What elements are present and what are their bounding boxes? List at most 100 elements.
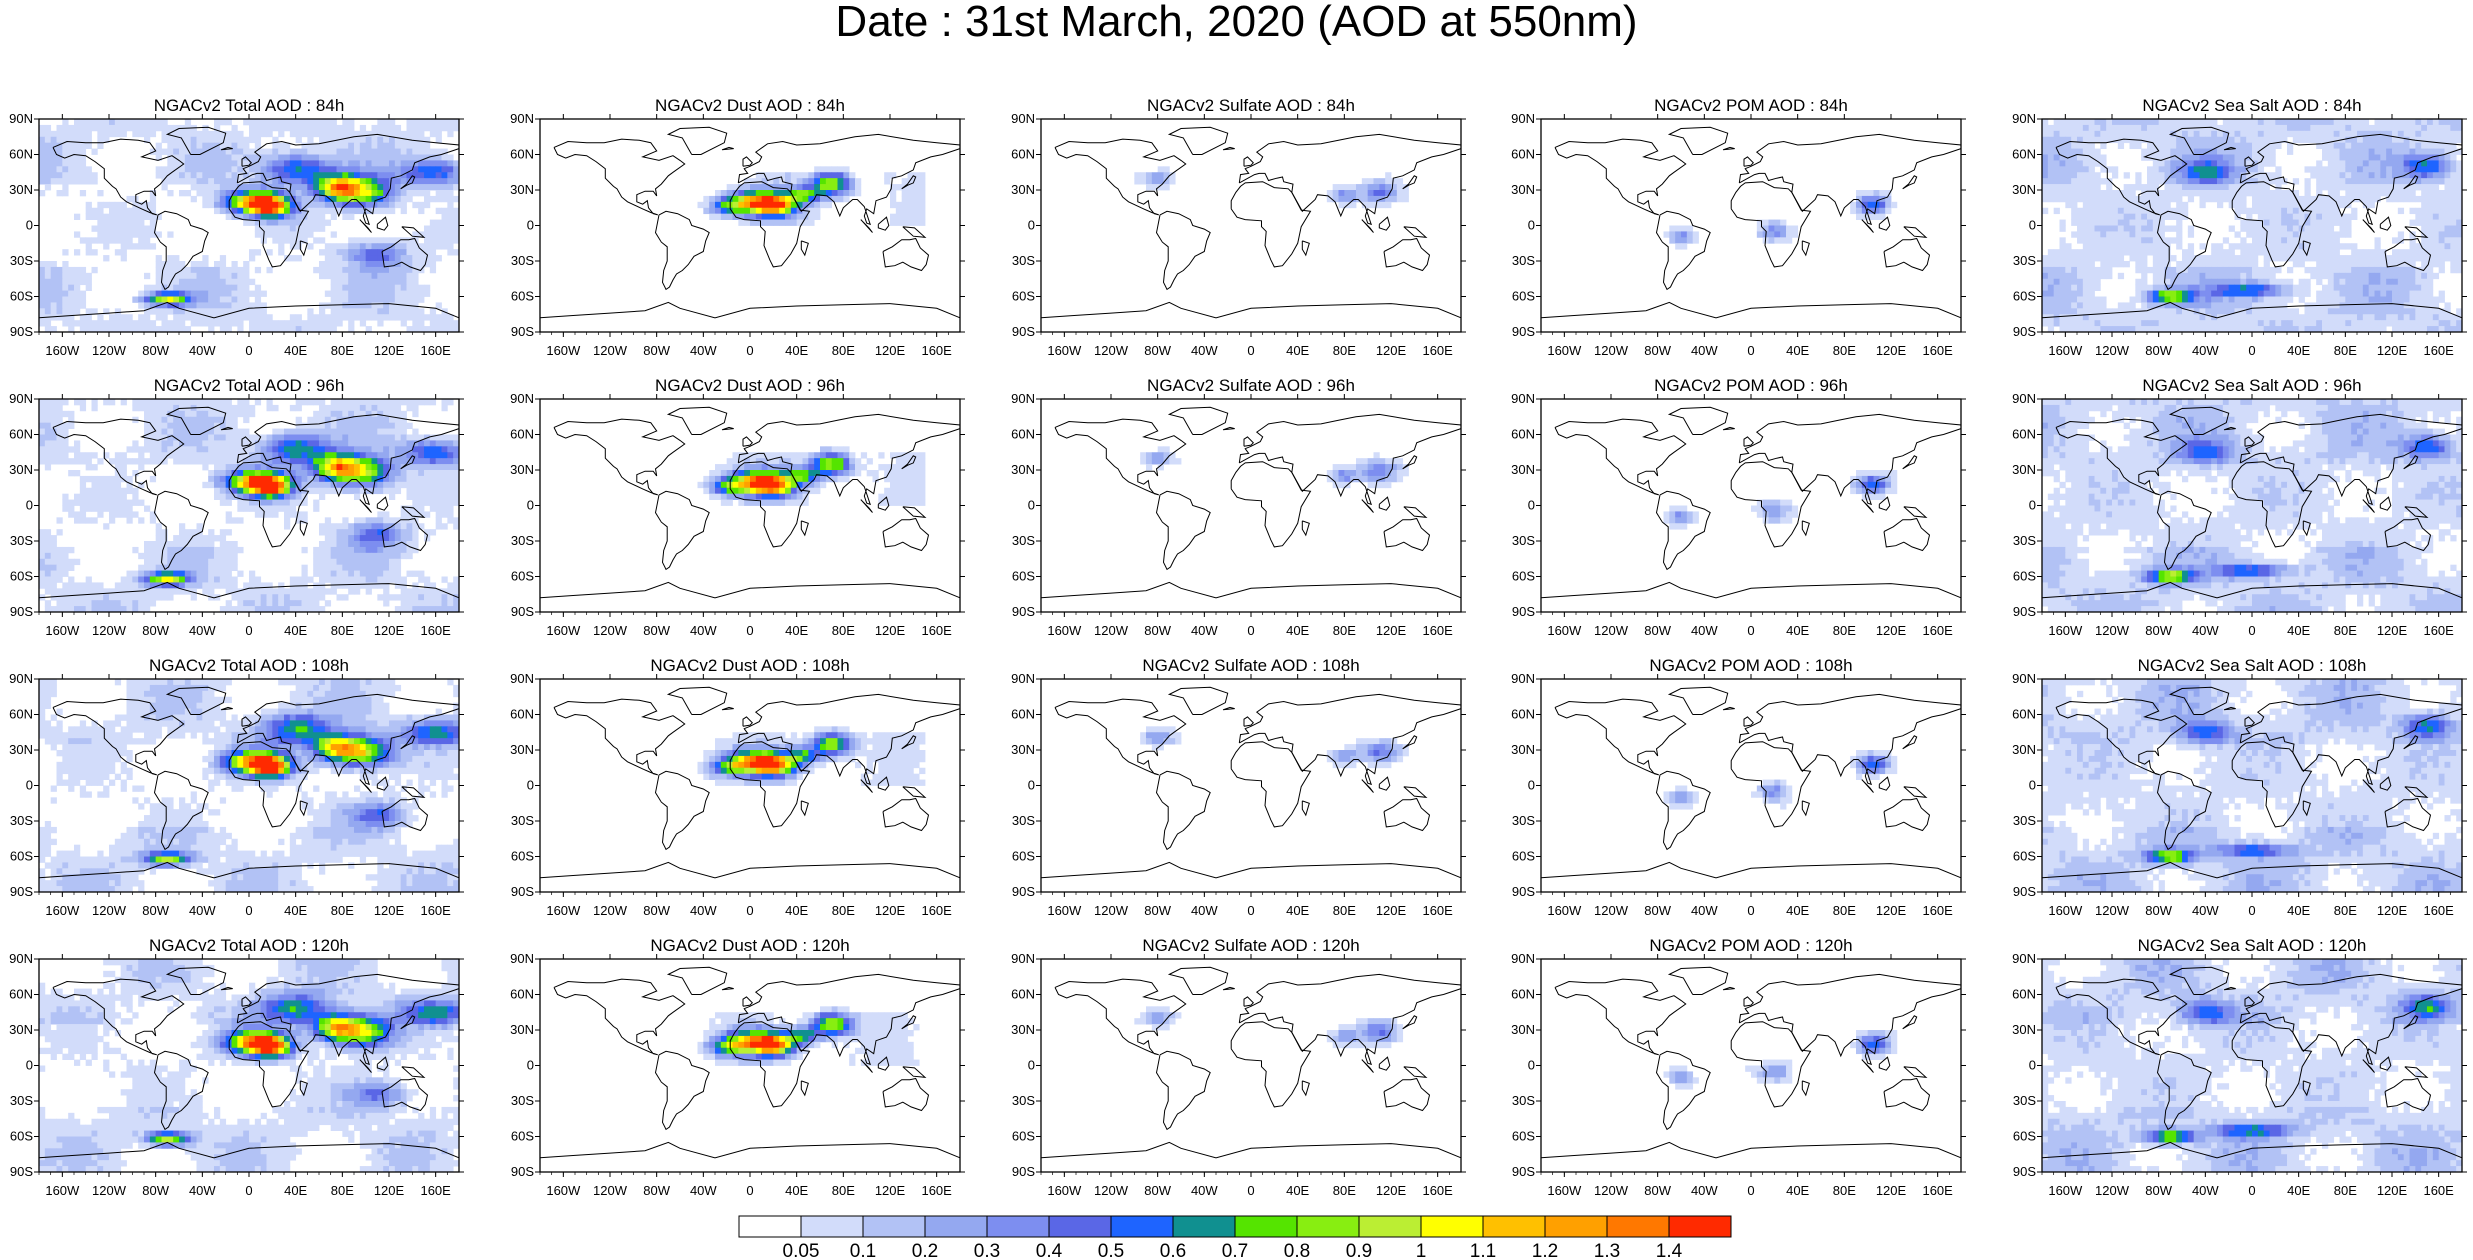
aod-cell: [214, 308, 220, 314]
aod-cell: [313, 417, 319, 423]
aod-cell: [2421, 208, 2427, 214]
aod-cell: [2054, 291, 2060, 297]
aod-cell: [202, 297, 208, 303]
aod-cell: [2270, 273, 2276, 279]
aod-cell: [2229, 172, 2235, 178]
aod-cell: [342, 184, 348, 190]
aod-cell: [2065, 196, 2071, 202]
lon-tick-label: 40E: [785, 343, 808, 358]
aod-cell: [272, 155, 278, 161]
aod-cell: [325, 202, 331, 208]
aod-cell: [412, 190, 418, 196]
aod-cell: [45, 273, 51, 279]
aod-cell: [2060, 172, 2066, 178]
aod-cell: [360, 320, 366, 326]
aod-cell: [2410, 285, 2416, 291]
aod-cell: [243, 143, 249, 149]
aod-cell: [2176, 226, 2182, 232]
aod-cell: [756, 184, 762, 190]
aod-cell: [214, 137, 220, 143]
aod-cell: [2100, 214, 2106, 220]
aod-cell: [2229, 261, 2235, 267]
lon-tick-label: 120W: [1594, 343, 1629, 358]
aod-cell: [2240, 119, 2246, 125]
aod-cell: [2054, 119, 2060, 125]
aod-cell: [243, 267, 249, 273]
aod-cell: [2106, 273, 2112, 279]
aod-cell: [51, 302, 57, 308]
aod-cell: [447, 208, 453, 214]
aod-cell: [436, 226, 442, 232]
aod-cell: [57, 417, 63, 423]
aod-cell: [2328, 308, 2334, 314]
aod-cell: [249, 291, 255, 297]
aod-cell: [2165, 314, 2171, 320]
aod-cell: [2223, 166, 2229, 172]
aod-cell: [2089, 208, 2095, 214]
aod-cell: [103, 231, 109, 237]
aod-cell: [144, 399, 150, 405]
aod-cell: [2048, 273, 2054, 279]
aod-cell: [150, 220, 156, 226]
aod-cell: [307, 119, 313, 125]
aod-cell: [272, 190, 278, 196]
aod-cell: [2316, 184, 2322, 190]
aod-cell: [418, 131, 424, 137]
aod-cell: [267, 125, 273, 131]
aod-cell: [360, 137, 366, 143]
aod-cell: [2223, 196, 2229, 202]
aod-cell: [2100, 231, 2106, 237]
aod-cell: [173, 255, 179, 261]
aod-cell: [2223, 255, 2229, 261]
aod-cell: [45, 178, 51, 184]
aod-cell: [2357, 143, 2363, 149]
aod-cell: [814, 184, 820, 190]
aod-cell: [296, 160, 302, 166]
aod-cell: [2334, 308, 2340, 314]
aod-cell: [2270, 237, 2276, 243]
aod-cell: [2170, 137, 2176, 143]
aod-cell: [1140, 178, 1146, 184]
aod-cell: [191, 320, 197, 326]
aod-cell: [2322, 125, 2328, 131]
aod-cell: [2281, 297, 2287, 303]
aod-cell: [337, 273, 343, 279]
aod-cell: [1350, 190, 1356, 196]
aod-cell: [2281, 302, 2287, 308]
lat-tick-label: 30S: [2013, 253, 2036, 268]
aod-cell: [354, 255, 360, 261]
aod-cell: [2427, 279, 2433, 285]
aod-cell: [162, 137, 168, 143]
aod-cell: [162, 320, 168, 326]
aod-cell: [2410, 273, 2416, 279]
aod-cell: [296, 119, 302, 125]
aod-cell: [2217, 279, 2223, 285]
aod-cell: [2042, 302, 2048, 308]
aod-cell: [366, 190, 372, 196]
aod-cell: [2095, 208, 2101, 214]
aod-cell: [39, 308, 45, 314]
aod-cell: [395, 243, 401, 249]
aod-cell: [296, 172, 302, 178]
aod-cell: [2217, 160, 2223, 166]
aod-cell: [2106, 220, 2112, 226]
aod-cell: [2083, 320, 2089, 326]
aod-cell: [2375, 302, 2381, 308]
aod-cell: [150, 399, 156, 405]
aod-cell: [109, 399, 115, 405]
aod-cell: [2141, 279, 2147, 285]
aod-cell: [2275, 226, 2281, 232]
aod-cell: [2124, 237, 2130, 243]
aod-cell: [2410, 291, 2416, 297]
aod-cell: [2322, 202, 2328, 208]
aod-cell: [197, 178, 203, 184]
aod-cell: [2445, 131, 2451, 137]
aod-cell: [348, 273, 354, 279]
aod-cell: [715, 214, 721, 220]
aod-cell: [337, 291, 343, 297]
aod-cell: [366, 279, 372, 285]
aod-cell: [220, 166, 226, 172]
aod-cell: [331, 399, 337, 405]
aod-cell: [162, 417, 168, 423]
aod-cell: [2340, 273, 2346, 279]
